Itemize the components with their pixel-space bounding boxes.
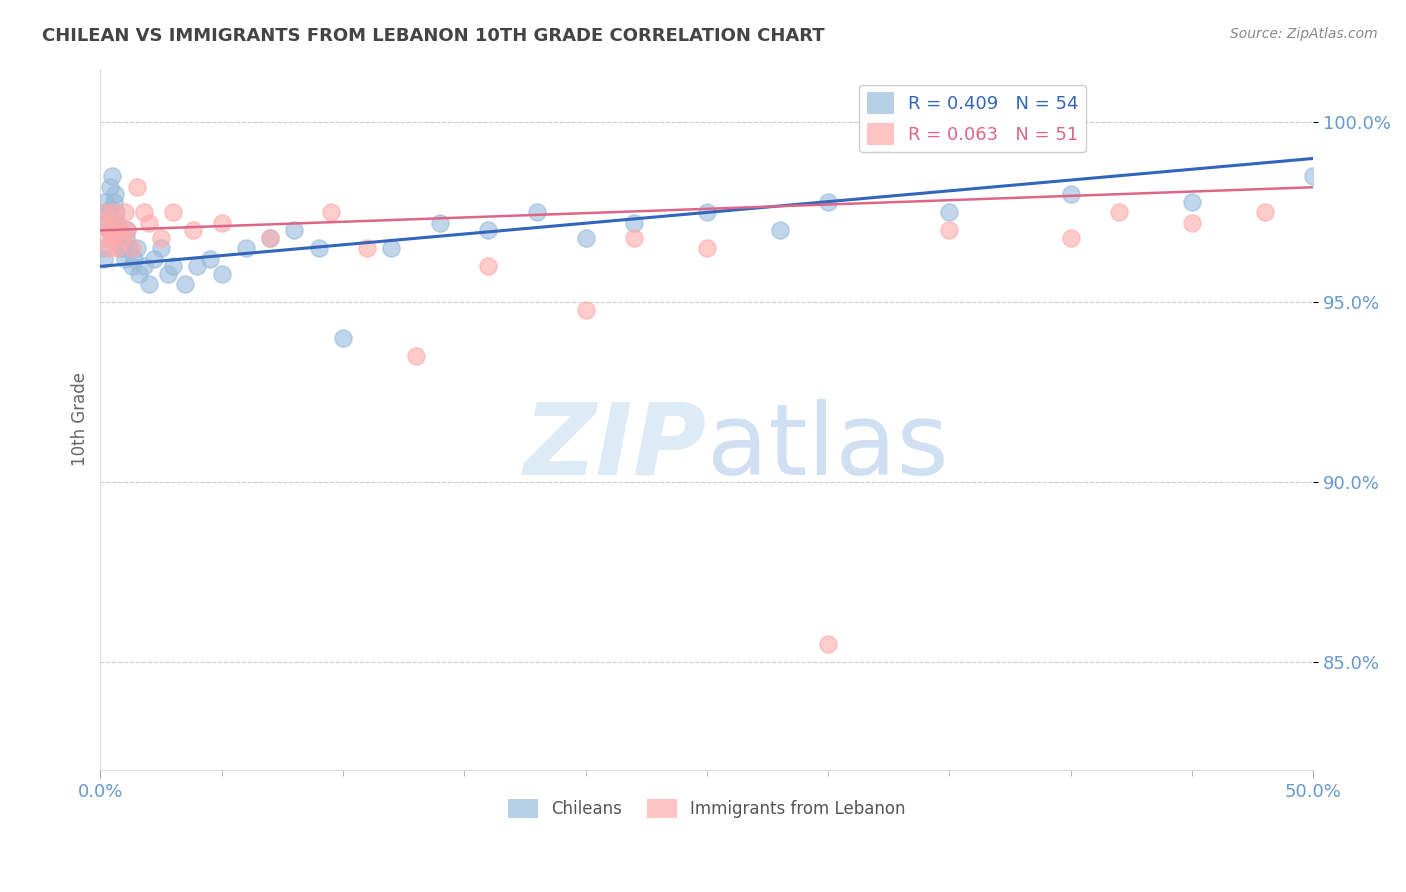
- Point: [103, 194, 125, 209]
- Point: [125, 241, 148, 255]
- Point: [1315, 169, 1337, 184]
- Point: [118, 241, 141, 255]
- Point: [96, 205, 118, 219]
- Text: Source: ZipAtlas.com: Source: ZipAtlas.com: [1230, 27, 1378, 41]
- Point: [93, 252, 115, 267]
- Point: [142, 252, 165, 267]
- Text: atlas: atlas: [707, 399, 949, 496]
- Point: [157, 267, 180, 281]
- Point: [97, 212, 120, 227]
- Point: [1254, 205, 1277, 219]
- Point: [938, 205, 960, 219]
- Point: [526, 205, 548, 219]
- Point: [111, 230, 134, 244]
- Point: [97, 241, 120, 255]
- Point: [1181, 194, 1204, 209]
- Point: [1108, 205, 1130, 219]
- Point: [105, 216, 128, 230]
- Point: [110, 241, 132, 255]
- Text: ZIP: ZIP: [524, 399, 707, 496]
- Point: [405, 349, 427, 363]
- Point: [115, 223, 138, 237]
- Point: [114, 252, 136, 267]
- Point: [259, 230, 281, 244]
- Point: [259, 230, 281, 244]
- Point: [101, 169, 124, 184]
- Point: [128, 267, 150, 281]
- Point: [283, 223, 305, 237]
- Point: [103, 205, 125, 219]
- Point: [181, 223, 204, 237]
- Point: [1060, 230, 1083, 244]
- Point: [198, 252, 221, 267]
- Point: [574, 302, 596, 317]
- Point: [104, 187, 127, 202]
- Point: [121, 241, 143, 255]
- Point: [107, 230, 129, 244]
- Point: [319, 205, 342, 219]
- Point: [132, 260, 155, 274]
- Point: [162, 260, 184, 274]
- Point: [111, 230, 134, 244]
- Point: [150, 241, 173, 255]
- Point: [138, 277, 160, 292]
- Point: [108, 223, 131, 237]
- Point: [112, 241, 135, 255]
- Point: [1181, 216, 1204, 230]
- Point: [696, 205, 718, 219]
- Point: [91, 216, 114, 230]
- Point: [162, 205, 184, 219]
- Point: [104, 216, 127, 230]
- Point: [108, 223, 131, 237]
- Point: [98, 180, 121, 194]
- Point: [623, 216, 645, 230]
- Point: [1302, 169, 1324, 184]
- Point: [938, 223, 960, 237]
- Point: [186, 260, 208, 274]
- Point: [121, 260, 143, 274]
- Point: [94, 194, 117, 209]
- Point: [696, 241, 718, 255]
- Point: [125, 180, 148, 194]
- Point: [114, 230, 136, 244]
- Point: [115, 223, 138, 237]
- Point: [235, 241, 257, 255]
- Point: [124, 252, 146, 267]
- Point: [356, 241, 378, 255]
- Point: [98, 223, 121, 237]
- Point: [101, 230, 124, 244]
- Y-axis label: 10th Grade: 10th Grade: [72, 372, 89, 467]
- Point: [477, 223, 499, 237]
- Point: [211, 267, 233, 281]
- Point: [97, 223, 120, 237]
- Point: [94, 205, 117, 219]
- Point: [623, 230, 645, 244]
- Point: [105, 241, 128, 255]
- Point: [768, 223, 790, 237]
- Point: [380, 241, 402, 255]
- Point: [332, 331, 354, 345]
- Point: [91, 241, 114, 255]
- Point: [817, 637, 839, 651]
- Point: [174, 277, 197, 292]
- Point: [114, 205, 136, 219]
- Point: [93, 230, 115, 244]
- Legend: Chileans, Immigrants from Lebanon: Chileans, Immigrants from Lebanon: [501, 792, 912, 825]
- Point: [132, 205, 155, 219]
- Point: [1060, 187, 1083, 202]
- Point: [100, 202, 122, 216]
- Point: [429, 216, 451, 230]
- Point: [138, 216, 160, 230]
- Text: CHILEAN VS IMMIGRANTS FROM LEBANON 10TH GRADE CORRELATION CHART: CHILEAN VS IMMIGRANTS FROM LEBANON 10TH …: [42, 27, 825, 45]
- Point: [211, 216, 233, 230]
- Point: [477, 260, 499, 274]
- Point: [308, 241, 330, 255]
- Point: [574, 230, 596, 244]
- Point: [817, 194, 839, 209]
- Point: [105, 205, 128, 219]
- Point: [150, 230, 173, 244]
